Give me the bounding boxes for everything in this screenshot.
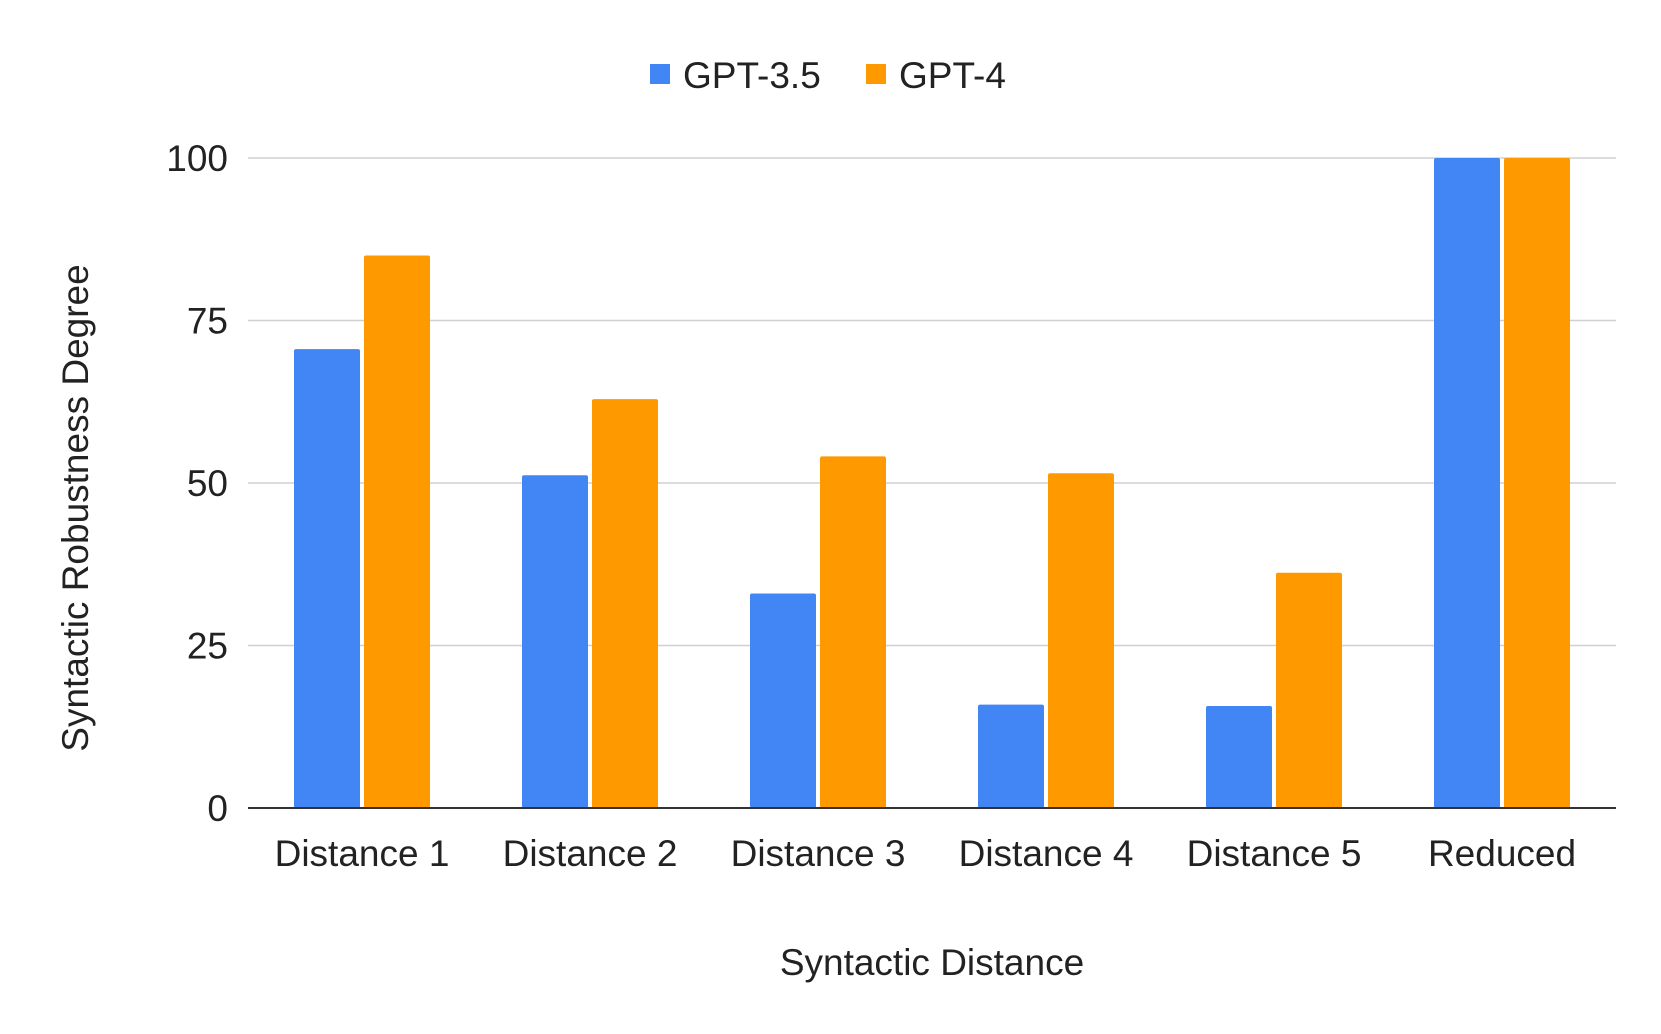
x-axis-title: Syntactic Distance: [780, 942, 1084, 983]
y-tick-label: 25: [187, 626, 228, 667]
bar-gpt-3-5-distance-4: [978, 704, 1044, 808]
bar-gpt-4-reduced: [1504, 158, 1570, 808]
y-axis-ticks: 0 25 50 75 100: [166, 138, 228, 829]
bar-gpt-4-distance-1: [364, 255, 430, 808]
y-tick-label: 0: [207, 788, 228, 829]
y-axis-title: Syntactic Robustness Degree: [55, 264, 96, 751]
gridlines: [248, 157, 1616, 647]
bar-gpt-3-5-distance-5: [1206, 705, 1272, 808]
y-tick-label: 50: [187, 463, 228, 504]
legend-swatch-gpt-3-5: [650, 64, 670, 84]
legend-label-gpt-3-5: GPT-3.5: [683, 55, 821, 96]
bar-gpt-4-distance-2: [592, 399, 658, 808]
x-tick-label: Distance 1: [275, 833, 450, 874]
x-axis-ticks: Distance 1 Distance 2 Distance 3 Distance 4…: [275, 833, 1576, 874]
bar-gpt-4-distance-3: [820, 456, 886, 808]
bar-gpt-4-distance-4: [1048, 473, 1114, 808]
bar-gpt-3-5-distance-1: [294, 349, 360, 808]
bar-gpt-3-5-distance-2: [522, 475, 588, 808]
x-tick-label: Distance 5: [1187, 833, 1362, 874]
bar-gpt-3-5-distance-3: [750, 593, 816, 808]
y-tick-label: 75: [187, 301, 228, 342]
x-tick-label: Distance 2: [503, 833, 678, 874]
bars: [294, 158, 1570, 808]
y-tick-label: 100: [166, 138, 228, 179]
legend-swatch-gpt-4: [866, 64, 886, 84]
legend-label-gpt-4: GPT-4: [899, 55, 1006, 96]
bar-gpt-3-5-reduced: [1434, 158, 1500, 808]
x-tick-label: Distance 4: [959, 833, 1134, 874]
x-tick-label: Reduced: [1428, 833, 1576, 874]
legend: GPT-3.5 GPT-4: [650, 55, 1006, 96]
bar-gpt-4-distance-5: [1276, 572, 1342, 808]
x-tick-label: Distance 3: [731, 833, 906, 874]
